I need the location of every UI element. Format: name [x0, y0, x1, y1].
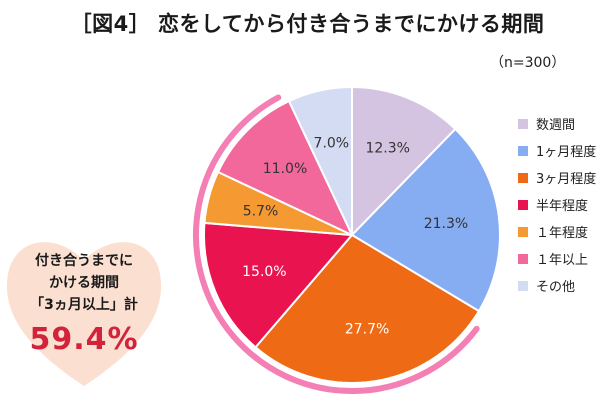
pie-data-labels: 12.3% 21.3% 27.7% 15.0% 5.7% 11.0% 7.0% [242, 136, 468, 338]
legend-label: 3ヶ月程度 [536, 172, 597, 187]
callout-value: 59.4% [29, 322, 139, 357]
slice-data-label: 15.0% [242, 264, 286, 280]
pie-slices [203, 85, 501, 384]
slice-data-label: 5.7% [243, 204, 279, 220]
pie-slice [203, 221, 355, 349]
legend-item: 数週間 [518, 110, 596, 137]
legend-label: 1ヶ月程度 [536, 145, 597, 160]
legend-label: １年以上 [536, 253, 589, 268]
callout-line-3: 「3ヵ月以上」計 [30, 297, 138, 313]
legend-swatch [518, 253, 528, 264]
legend-swatch [518, 172, 528, 183]
slice-data-label: 12.3% [365, 140, 409, 156]
legend-label: 数週間 [536, 118, 576, 133]
pie-slice [350, 127, 501, 313]
legend-item: 3ヶ月程度 [518, 164, 596, 191]
legend-swatch [518, 280, 528, 291]
legend-item: 半年程度 [518, 191, 596, 218]
pie-slice [254, 233, 481, 384]
pie-slice [287, 85, 353, 236]
legend-item: １年程度 [518, 218, 596, 245]
callout-line-2: かける期間 [49, 275, 119, 291]
legend-label: １年程度 [536, 226, 589, 241]
legend-swatch [518, 145, 528, 156]
highlight-ring [193, 94, 480, 394]
chart-title: ［図4］ 恋をしてから付き合うまでにかける期間 [70, 12, 545, 36]
pie-slice [216, 99, 355, 238]
slice-data-label: 7.0% [314, 136, 350, 152]
slice-data-label: 11.0% [263, 161, 307, 177]
callout-line-1: 付き合うまでに [35, 253, 133, 269]
legend-item: その他 [518, 272, 596, 299]
legend-swatch [518, 118, 528, 129]
slice-data-label: 21.3% [424, 216, 468, 232]
sample-size-label: （n=300） [490, 55, 566, 71]
legend-label: その他 [536, 280, 576, 295]
pie-slice [351, 85, 457, 238]
legend-swatch [518, 199, 528, 210]
slice-data-label: 27.7% [345, 322, 389, 338]
highlight-ring-arc [193, 94, 480, 394]
legend-label: 半年程度 [536, 199, 589, 214]
legend: 数週間 1ヶ月程度 3ヶ月程度半年程度 １年程度 １年以上その他 [518, 110, 596, 299]
heart-icon [6, 242, 162, 386]
legend-swatch [518, 226, 528, 237]
legend-item: 1ヶ月程度 [518, 137, 596, 164]
callout-summary: 付き合うまでに かける期間 「3ヵ月以上」計 59.4% [0, 250, 168, 357]
legend-item: １年以上 [518, 245, 596, 272]
